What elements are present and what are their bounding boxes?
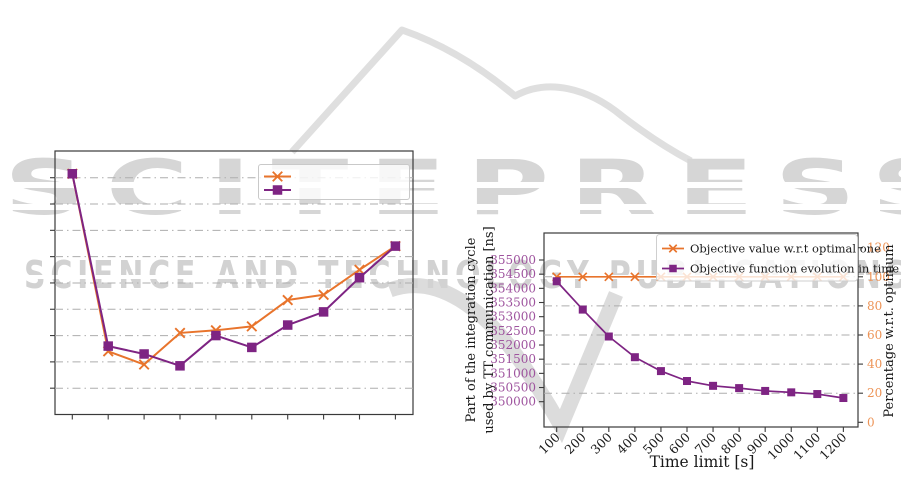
svg-text:353000: 353000 (490, 310, 536, 324)
svg-text:20: 20 (867, 386, 882, 400)
svg-text:354500: 354500 (490, 267, 536, 281)
svg-text:354000: 354000 (490, 281, 536, 295)
svg-text:Objective value w.r.t optimal: Objective value w.r.t optimal one (690, 242, 881, 256)
right-chart-series-purple (552, 277, 848, 403)
svg-text:100: 100 (535, 429, 563, 457)
svg-text:Time limit [s]: Time limit [s] (650, 453, 755, 471)
svg-text:120: 120 (867, 241, 890, 255)
svg-text:353500: 353500 (490, 296, 536, 310)
svg-text:used by TT communication [ns]: used by TT communication [ns] (482, 226, 497, 433)
svg-text:352000: 352000 (490, 338, 536, 352)
svg-text:351000: 351000 (490, 366, 536, 380)
svg-text:200: 200 (561, 429, 589, 457)
svg-text:80: 80 (867, 299, 882, 313)
svg-text:0: 0 (867, 415, 875, 429)
right-chart-right-tick-labels: 0 20 40 60 80 100 120 (858, 241, 890, 429)
left-chart-series-purple (67, 169, 401, 371)
svg-text:352500: 352500 (490, 324, 536, 338)
svg-text:400: 400 (614, 429, 642, 457)
svg-text:Objective function evolution i: Objective function evolution in time (690, 262, 899, 276)
svg-text:40: 40 (867, 357, 882, 371)
svg-text:350500: 350500 (490, 381, 536, 395)
svg-text:Percentage w.r.t. optimum: Percentage w.r.t. optimum (882, 244, 897, 417)
svg-text:300: 300 (587, 429, 615, 457)
svg-text:Part of the integration cycle: Part of the integration cycle (464, 237, 479, 422)
left-chart-grid (50, 177, 413, 420)
left-chart-legend (258, 164, 410, 200)
svg-text:355000: 355000 (490, 253, 536, 267)
svg-text:60: 60 (867, 328, 882, 342)
right-chart-left-tick-labels: 3500003505003510003515003520003525003530… (490, 253, 544, 409)
svg-text:351500: 351500 (490, 352, 536, 366)
svg-text:100: 100 (867, 270, 890, 284)
right-chart-legend: Objective value w.r.t optimal one Objecti… (656, 234, 899, 282)
right-chart-grid (544, 276, 858, 394)
svg-text:1000: 1000 (764, 429, 797, 462)
svg-text:350000: 350000 (490, 395, 536, 409)
svg-text:1100: 1100 (790, 429, 823, 462)
svg-text:1200: 1200 (816, 429, 849, 462)
